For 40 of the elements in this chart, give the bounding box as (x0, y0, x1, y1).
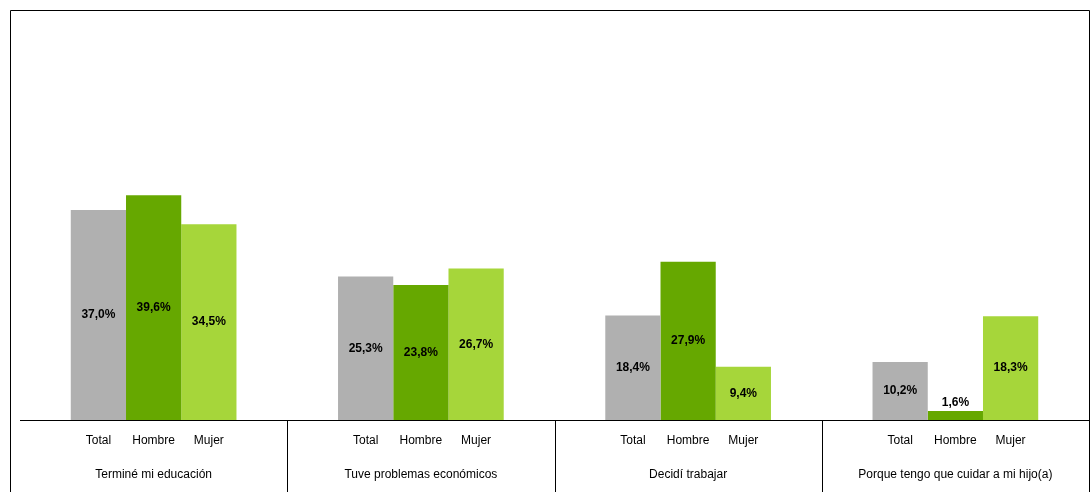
text: Total (620, 433, 646, 448)
data-label: 23,8% (403, 344, 439, 359)
data-label: 34,5% (191, 314, 227, 329)
bar (982, 316, 1039, 420)
bar (927, 410, 983, 420)
text: Mujer (461, 433, 492, 448)
data-label: 26,7% (459, 336, 494, 351)
text: Total (352, 433, 379, 448)
series-label: Total (85, 433, 112, 448)
x-tick-label: Decidí trabajar (649, 467, 728, 482)
data-label: 18,3% (993, 360, 1028, 375)
data-label: 37,0% (81, 307, 116, 322)
bar (126, 195, 182, 420)
bar (448, 268, 504, 420)
text: Hombre (399, 433, 443, 448)
bar (181, 224, 237, 420)
x-tick-label: Tuve problemas económicos (344, 467, 498, 482)
data-label: 39,6% (136, 299, 171, 314)
data-label: 25,3% (348, 340, 383, 355)
x-tick-label: Terminé mi educación (95, 467, 212, 482)
bar (605, 315, 661, 420)
data-label: 18,4% (615, 360, 651, 375)
bar (660, 261, 716, 420)
data-label: 1,6% (941, 395, 970, 410)
text: Mujer (728, 433, 759, 448)
bar (715, 366, 771, 420)
bar (338, 276, 394, 420)
text: Total (887, 433, 913, 448)
x-tick-label: Porque tengo que cuidar a mi hijo(a) (858, 467, 1053, 482)
data-label: 27,9% (671, 333, 706, 348)
bar (393, 284, 449, 420)
bar (70, 210, 127, 420)
data-label: 9,4% (729, 385, 758, 400)
text: Mujer (995, 433, 1026, 448)
text: Hombre (934, 433, 977, 448)
bar (872, 362, 928, 420)
series-label: Mujer (193, 433, 224, 448)
data-label: 10,2% (883, 383, 918, 398)
text: Hombre (666, 433, 710, 448)
series-label: Hombre (132, 433, 176, 448)
